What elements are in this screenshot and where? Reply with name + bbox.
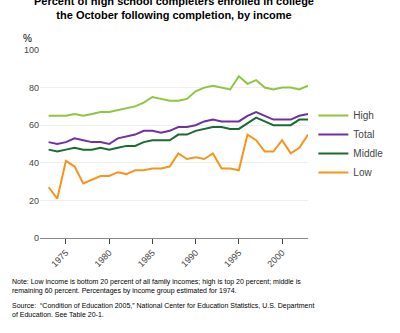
svg-text:Source: “Condition of Educati: Source: “Condition of Education 2005,” N…: [12, 302, 314, 318]
svg-text:100: 100: [24, 45, 39, 55]
svg-text:0: 0: [34, 233, 39, 243]
svg-text:Middle: Middle: [353, 148, 383, 159]
svg-text:Low: Low: [353, 167, 372, 178]
svg-text:High: High: [353, 110, 374, 121]
svg-text:1975: 1975: [49, 248, 70, 269]
svg-text:Total: Total: [353, 129, 374, 140]
svg-text:1985: 1985: [136, 248, 157, 269]
svg-text:1990: 1990: [179, 248, 200, 269]
svg-text:%: %: [23, 33, 32, 44]
svg-text:1995: 1995: [222, 248, 243, 269]
svg-text:Note: Low income is bottom 20: Note: Low income is bottom 20 percent of…: [12, 278, 301, 295]
svg-text:2000: 2000: [265, 248, 286, 269]
svg-text:60: 60: [29, 120, 39, 130]
svg-text:20: 20: [29, 196, 39, 206]
svg-text:40: 40: [29, 158, 39, 168]
svg-text:1980: 1980: [93, 248, 114, 269]
svg-text:80: 80: [29, 83, 39, 93]
svg-text:Percent of high school complet: Percent of high school completers enroll…: [34, 0, 314, 21]
